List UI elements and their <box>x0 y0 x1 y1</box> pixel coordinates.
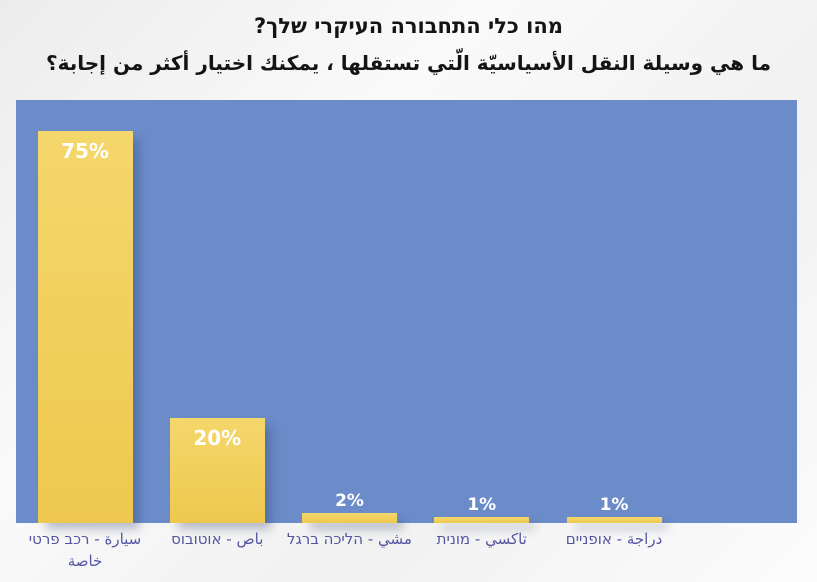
bar-value-label-0: 75% <box>61 139 109 163</box>
category-axis-labels: רכב פרטי - سيارة خاصة אוטובוס - باص הליכה … <box>0 528 817 582</box>
category-label-arabic: دراجة <box>626 530 663 548</box>
chart-title-block: מהו כלי התחבורה העיקרי שלך? ما هي وسيلة … <box>0 8 817 82</box>
category-label-arabic: مشي <box>378 530 412 548</box>
category-label-separator: - <box>363 530 379 548</box>
category-label-1: אוטובוס - باص <box>147 528 287 550</box>
chart-subtitle-arabic: ما هي وسيلة النقل الأسياسيّة الّتي تستقل… <box>45 51 772 75</box>
category-label-hebrew: אוטובוס <box>171 530 222 548</box>
category-label-arabic: سيارة خاصة <box>67 530 142 570</box>
bar-value-label-2: 2% <box>335 491 364 511</box>
bar-value-label-4: 1% <box>599 495 629 515</box>
bar-4 <box>566 517 662 523</box>
category-label-3: מונית - تاكسي <box>412 528 552 550</box>
bar-value-label-3: 1% <box>467 495 497 515</box>
bar-value-label-1: 20% <box>193 426 242 450</box>
category-label-2: הליכה ברגל - مشي <box>280 528 420 550</box>
chart-plot-area: 75% 20% 2% 1% 1% <box>16 100 797 523</box>
category-label-hebrew: אופניים <box>565 530 612 548</box>
bar-1 <box>169 418 265 523</box>
bar-2 <box>302 513 397 523</box>
category-label-0: רכב פרטי - سيارة خاصة <box>15 528 155 572</box>
category-label-hebrew: מונית <box>436 530 471 548</box>
category-label-hebrew: הליכה ברגל <box>287 530 364 548</box>
category-label-hebrew: רכב פרטי <box>28 530 90 548</box>
category-label-4: אופניים - دراجة <box>544 528 684 550</box>
category-label-arabic: تاكسي <box>485 530 527 548</box>
category-label-separator: - <box>611 530 627 548</box>
chart-title-hebrew: מהו כלי התחבורה העיקרי שלך? <box>254 14 563 38</box>
category-label-separator: - <box>89 530 105 548</box>
category-label-arabic: باص <box>236 530 264 548</box>
bar-0 <box>37 131 133 523</box>
bar-3 <box>434 517 530 523</box>
category-label-separator: - <box>470 530 486 548</box>
category-label-separator: - <box>221 530 237 548</box>
